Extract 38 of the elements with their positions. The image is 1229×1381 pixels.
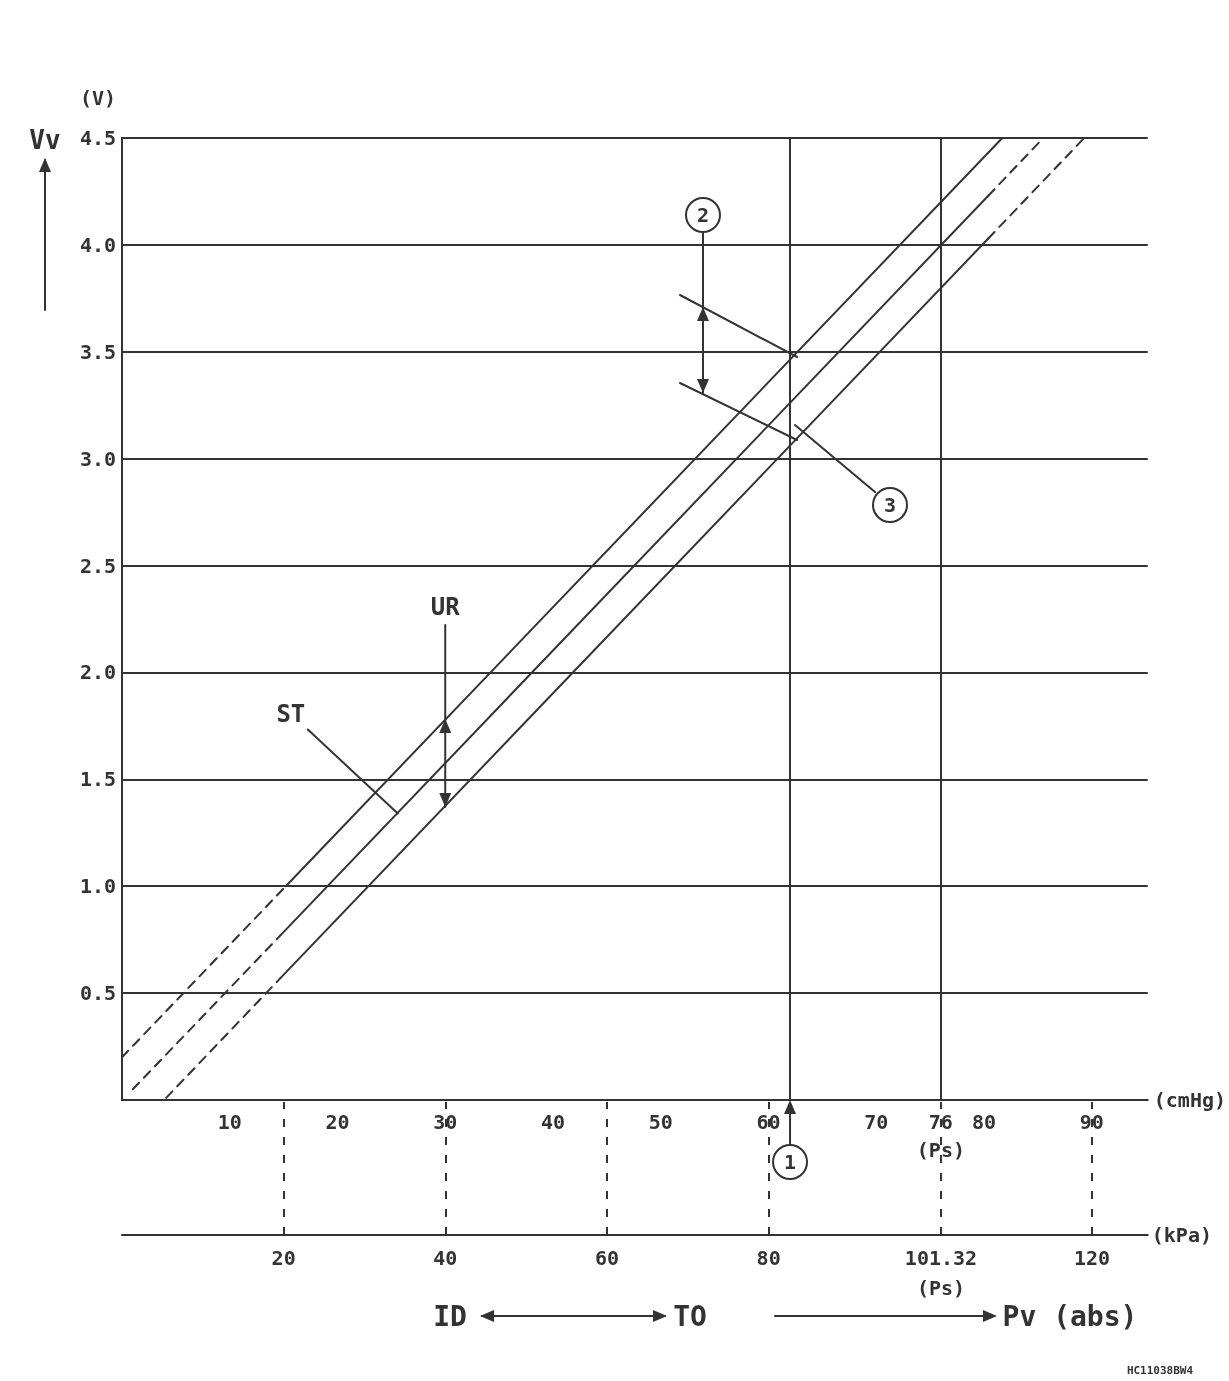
y-tick-label: 4.0 xyxy=(79,232,116,257)
text: (V) xyxy=(79,86,117,110)
y-tick-label: 2.0 xyxy=(79,660,116,685)
y-axis-title: Vv xyxy=(29,125,61,155)
x2-tick-label: 40 xyxy=(433,1246,458,1270)
x2-tick-label: 60 xyxy=(594,1246,620,1270)
annotation: 2 xyxy=(696,203,710,227)
text: TO xyxy=(673,1299,707,1333)
x-tick-label: 90 xyxy=(1079,1110,1104,1134)
y-tick-label: 4.5 xyxy=(79,126,116,150)
text: Pv (abs) xyxy=(1002,1299,1138,1333)
y-tick-label: 0.5 xyxy=(79,981,116,1006)
y-tick-label: 1.5 xyxy=(79,767,116,792)
x2-tick-label: 101.32 (Ps) xyxy=(904,1246,978,1300)
text: 1 xyxy=(784,1150,797,1174)
y-tick-label: 3.0 xyxy=(79,446,116,471)
x2-tick-label: 80 xyxy=(756,1246,781,1270)
annotation: UR xyxy=(430,593,461,622)
x-tick-label: 10 xyxy=(217,1110,242,1134)
x-tick-label: 76 (Ps) xyxy=(916,1110,965,1162)
y-tick-label: 1.0 xyxy=(79,874,116,899)
x-axis-title: (cmHg) xyxy=(1153,1088,1226,1112)
x-tick-label: 50 xyxy=(648,1110,673,1134)
annotation: ST xyxy=(276,699,306,728)
text: HC11038BW4 xyxy=(1126,1363,1194,1377)
text: ID xyxy=(433,1299,467,1333)
x2-tick-label: 120 xyxy=(1073,1246,1111,1270)
x2-axis-title: (kPa) xyxy=(1151,1223,1212,1247)
annotation: 3 xyxy=(883,493,897,517)
x-tick-label: 20 xyxy=(325,1110,350,1134)
x-tick-label: 30 xyxy=(433,1110,458,1134)
y-tick-label: 2.5 xyxy=(79,553,116,578)
x-tick-label: 80 xyxy=(971,1110,997,1134)
x-tick-label: 70 xyxy=(864,1110,889,1134)
y-tick-label: 3.5 xyxy=(79,339,116,364)
x-tick-label: 60 xyxy=(756,1110,781,1134)
x2-tick-label: 20 xyxy=(271,1246,296,1270)
x-tick-label: 40 xyxy=(540,1110,566,1134)
